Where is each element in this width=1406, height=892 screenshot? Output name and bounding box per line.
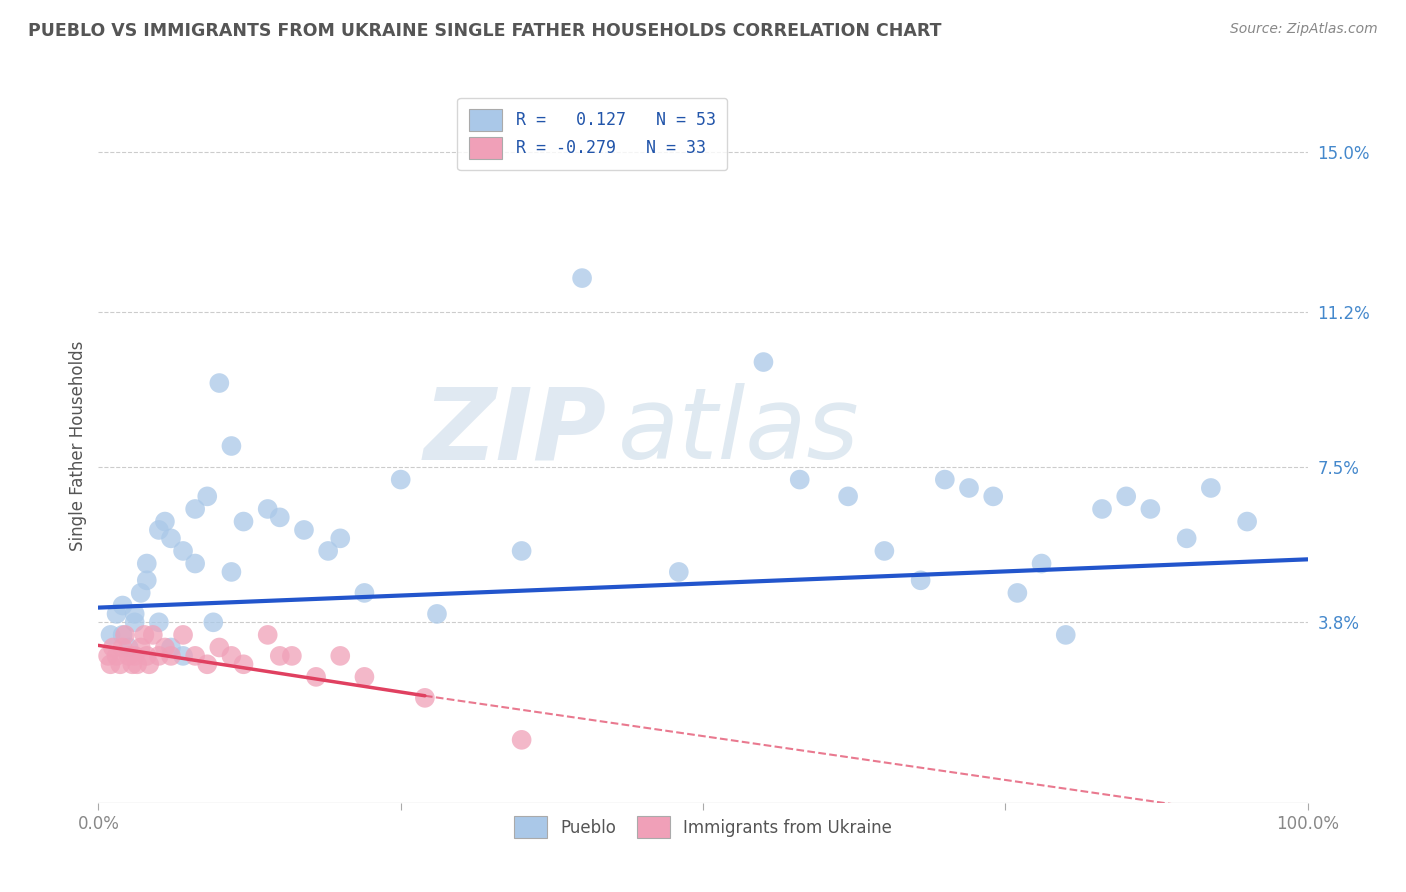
Text: Source: ZipAtlas.com: Source: ZipAtlas.com [1230,22,1378,37]
Point [148,648,170,663]
Point [910,574,932,588]
Point [184,502,207,516]
Text: PUEBLO VS IMMIGRANTS FROM UKRAINE SINGLE FATHER HOUSEHOLDS CORRELATION CHART: PUEBLO VS IMMIGRANTS FROM UKRAINE SINGLE… [28,22,942,40]
Point [1139,502,1161,516]
Point [172,648,194,663]
Point [1054,628,1077,642]
Point [153,640,176,655]
Point [389,473,412,487]
Point [232,657,254,672]
Point [292,523,315,537]
Point [269,648,291,663]
Point [1007,586,1029,600]
Point [172,544,194,558]
Point [426,607,449,621]
Point [256,502,278,516]
Point [934,473,956,487]
Point [111,640,134,655]
Point [129,586,152,600]
Point [124,615,146,630]
Point [135,648,157,663]
Point [148,523,170,537]
Point [135,557,157,571]
Point [269,510,291,524]
Point [148,615,170,630]
Point [1091,502,1114,516]
Point [184,648,207,663]
Point [1031,557,1053,571]
Point [129,640,152,655]
Text: ZIP: ZIP [423,384,606,480]
Point [160,532,183,546]
Point [142,628,165,642]
Point [202,615,225,630]
Point [329,648,352,663]
Point [118,648,141,663]
Point [281,648,304,663]
Point [105,607,128,621]
Y-axis label: Single Father Households: Single Father Households [69,341,87,551]
Point [221,439,243,453]
Point [153,515,176,529]
Point [127,657,149,672]
Point [195,489,218,503]
Point [1236,515,1258,529]
Point [1115,489,1137,503]
Point [1199,481,1222,495]
Point [124,607,146,621]
Point [111,628,134,642]
Point [1175,532,1198,546]
Point [256,628,278,642]
Point [114,628,136,642]
Point [160,640,183,655]
Point [837,489,859,503]
Point [160,648,183,663]
Point [134,628,156,642]
Point [873,544,896,558]
Point [101,640,124,655]
Point [97,648,120,663]
Point [329,532,352,546]
Point [232,515,254,529]
Point [353,586,375,600]
Point [353,670,375,684]
Point [981,489,1004,503]
Point [316,544,339,558]
Point [413,690,436,705]
Point [121,657,143,672]
Point [111,599,134,613]
Point [105,648,128,663]
Point [100,628,122,642]
Point [957,481,980,495]
Legend: Pueblo, Immigrants from Ukraine: Pueblo, Immigrants from Ukraine [508,810,898,845]
Point [195,657,218,672]
Point [221,648,243,663]
Point [172,628,194,642]
Point [305,670,328,684]
Point [138,657,160,672]
Point [118,640,141,655]
Point [789,473,811,487]
Point [208,640,231,655]
Point [184,557,207,571]
Point [752,355,775,369]
Point [571,271,593,285]
Point [208,376,231,390]
Point [668,565,690,579]
Point [124,648,146,663]
Text: atlas: atlas [619,384,860,480]
Point [221,565,243,579]
Point [135,574,157,588]
Point [100,657,122,672]
Point [108,657,131,672]
Point [510,732,533,747]
Point [510,544,533,558]
